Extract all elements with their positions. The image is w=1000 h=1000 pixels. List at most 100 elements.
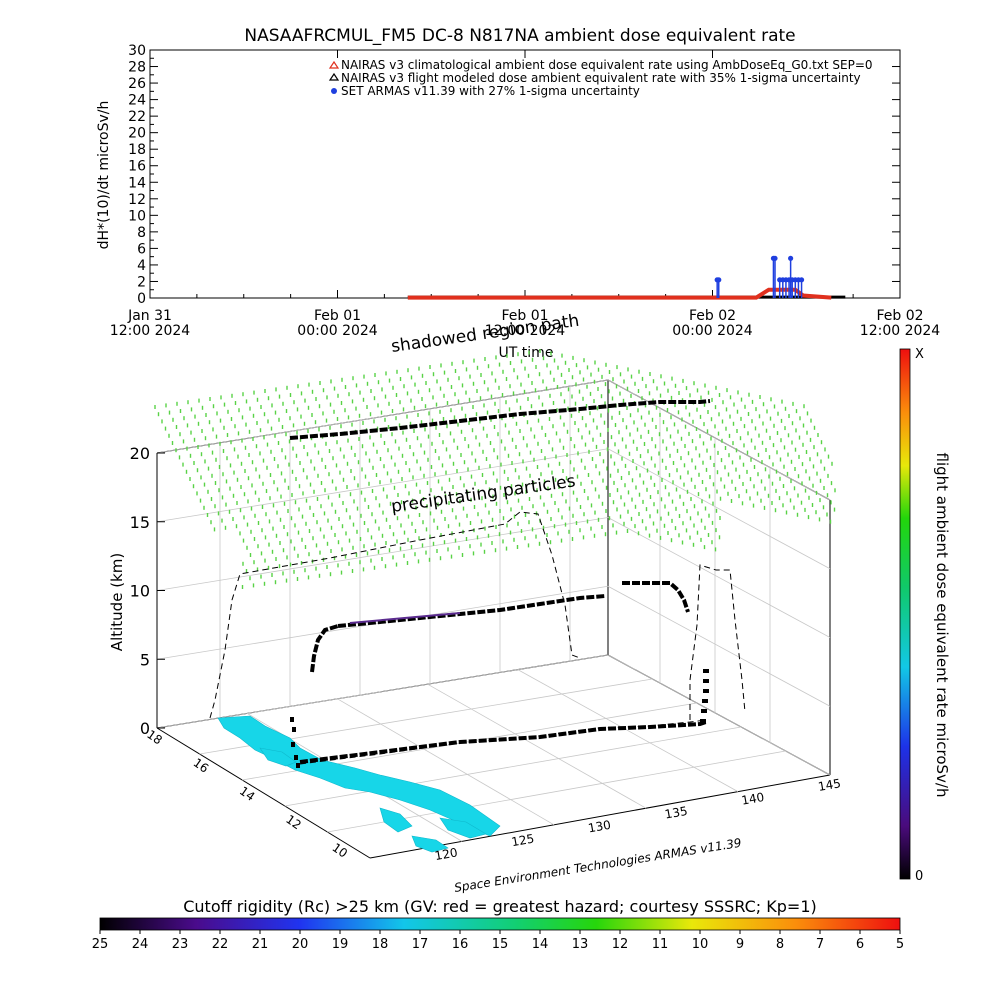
region-particles-label: precipitating particles — [390, 471, 577, 517]
y-tick-label: 20 — [128, 126, 146, 142]
ascent-marker — [296, 763, 300, 768]
dose-colorbar-bottom: 0 — [915, 869, 923, 884]
descent-marker — [700, 719, 706, 723]
y-tick-label: 16 — [128, 159, 146, 175]
armas-point — [772, 255, 778, 261]
upper-flight-track — [289, 399, 711, 440]
x-tick-date: Feb 01 — [314, 308, 361, 324]
colorbar-tick-label: 23 — [172, 937, 189, 952]
grid-line — [156, 448, 609, 523]
altitude-profile-dashed — [209, 511, 581, 719]
altitude-axis: 0 5 10 15 20 — [130, 444, 165, 738]
grid-line — [517, 669, 739, 792]
grid-line — [607, 517, 831, 638]
ascent-marker — [294, 755, 298, 760]
colorbar-tick-label: 12 — [612, 937, 629, 952]
altitude-axis-label: Altitude (km) — [108, 553, 126, 651]
longitude-axis: 120 125 130 135 140 145 — [434, 776, 842, 863]
altitude-tick-label: 15 — [130, 513, 150, 532]
ascent-marker — [290, 717, 294, 722]
colorbar-tick-label: 16 — [452, 937, 469, 952]
ascent-marker — [292, 727, 296, 732]
rigidity-colorbar: Cutoff rigidity (Rc) >25 km (GV: red = g… — [92, 897, 904, 952]
y-tick-label: 24 — [128, 93, 146, 109]
dose-colorbar-gradient — [899, 348, 911, 880]
legend-marker-flight-model — [328, 72, 340, 81]
x-tick-time: 12:00 2024 — [485, 323, 566, 339]
colorbar-tick-label: 18 — [372, 937, 389, 952]
colorbar-tick-label: 6 — [856, 937, 864, 952]
rigidity-colorbar-ticks: 25 24 23 22 21 20 19 18 17 16 15 14 13 12 11 10 9 8 7 6 5 — [92, 930, 904, 952]
altitude-tick-label: 10 — [130, 582, 150, 601]
y-tick-label: 26 — [128, 76, 146, 92]
chart-title: NASAAFRCMUL_FM5 DC-8 N817NA ambient dose… — [244, 26, 795, 46]
y-axis-label: dH*(10)/dt microSv/h — [96, 101, 112, 250]
latitude-tick-label: 12 — [283, 812, 304, 832]
ascent-marker — [291, 742, 295, 747]
descent-marker — [703, 679, 709, 683]
dose-rate-panel: NASAAFRCMUL_FM5 DC-8 N817NA ambient dose… — [96, 26, 940, 361]
colorbar-tick-label: 10 — [692, 937, 709, 952]
colorbar-tick-label: 8 — [776, 937, 784, 952]
colorbar-tick-label: 11 — [652, 937, 669, 952]
series-line-climatological — [407, 287, 832, 300]
grid-line — [284, 726, 742, 807]
colorbar-tick-label: 13 — [572, 937, 589, 952]
y-tick-label: 4 — [137, 258, 146, 274]
y-tick-label: 30 — [128, 43, 146, 59]
descent-marker — [703, 689, 709, 693]
longitude-tick-label: 125 — [510, 832, 535, 850]
y-tick-label: 8 — [137, 225, 146, 241]
grid-line — [607, 448, 831, 570]
grid-line — [607, 379, 831, 501]
altitude-tick-label: 0 — [140, 719, 150, 738]
latitude-tick-label: 10 — [330, 840, 351, 860]
altitude-tick-label: 5 — [140, 650, 150, 669]
x-tick-time: 00:00 2024 — [672, 323, 753, 339]
series-layer — [407, 255, 846, 300]
colorbar-tick-label: 14 — [532, 937, 549, 952]
x-tick-date: Feb 02 — [689, 308, 736, 324]
colorbar-tick-label: 19 — [332, 937, 349, 952]
y-tick-label: 12 — [128, 192, 146, 208]
altitude-tick-label: 20 — [130, 444, 150, 463]
x-tick-date: Jan 31 — [127, 308, 172, 324]
y-tick-label: 14 — [128, 175, 146, 191]
colorbar-tick-label: 15 — [492, 937, 509, 952]
climb-track — [310, 624, 339, 673]
longitude-tick-label: 130 — [587, 818, 612, 836]
colorbar-tick-label: 21 — [252, 937, 269, 952]
colorbar-tick-label: 20 — [292, 937, 309, 952]
credit-label: Space Environment Technologies ARMAS v11… — [453, 836, 742, 895]
rigidity-colorbar-label: Cutoff rigidity (Rc) >25 km (GV: red = g… — [183, 897, 817, 916]
colorbar-tick-label: 24 — [132, 937, 149, 952]
legend: NAIRAS v3 climatological ambient dose eq… — [328, 58, 873, 98]
grid-line — [156, 517, 609, 591]
y-tick-label: 10 — [128, 208, 146, 224]
x-tick-date: Feb 02 — [876, 308, 923, 324]
legend-entry: NAIRAS v3 climatological ambient dose eq… — [341, 58, 873, 72]
y-tick-label: 2 — [137, 274, 146, 290]
legend-entry: SET ARMAS v11.39 with 27% 1-sigma uncert… — [341, 84, 640, 98]
descent-marker — [701, 709, 707, 713]
mid-flight-track — [337, 594, 606, 628]
grid-line — [427, 683, 647, 809]
y-tick-label: 6 — [137, 241, 146, 257]
armas-point — [788, 255, 794, 261]
legend-marker-armas — [331, 88, 337, 94]
colorbar-tick-label: 25 — [92, 937, 109, 952]
longitude-tick-label: 140 — [740, 790, 765, 808]
y-tick-label: 28 — [128, 60, 146, 76]
dose-colorbar: X 0 flight ambient dose equivalent rate … — [899, 347, 951, 884]
dose-colorbar-top: X — [915, 347, 924, 362]
colorbar-tick-label: 5 — [896, 937, 904, 952]
x-axis-label: UT time — [499, 345, 554, 361]
grid-line — [156, 654, 609, 729]
colorbar-tick-label: 22 — [212, 937, 229, 952]
right-flight-track — [622, 581, 690, 613]
y-tick-label: 22 — [128, 109, 146, 125]
latitude-tick-label: 16 — [191, 756, 212, 776]
y-tick-label: 0 — [137, 291, 146, 307]
longitude-tick-label: 135 — [664, 804, 689, 822]
